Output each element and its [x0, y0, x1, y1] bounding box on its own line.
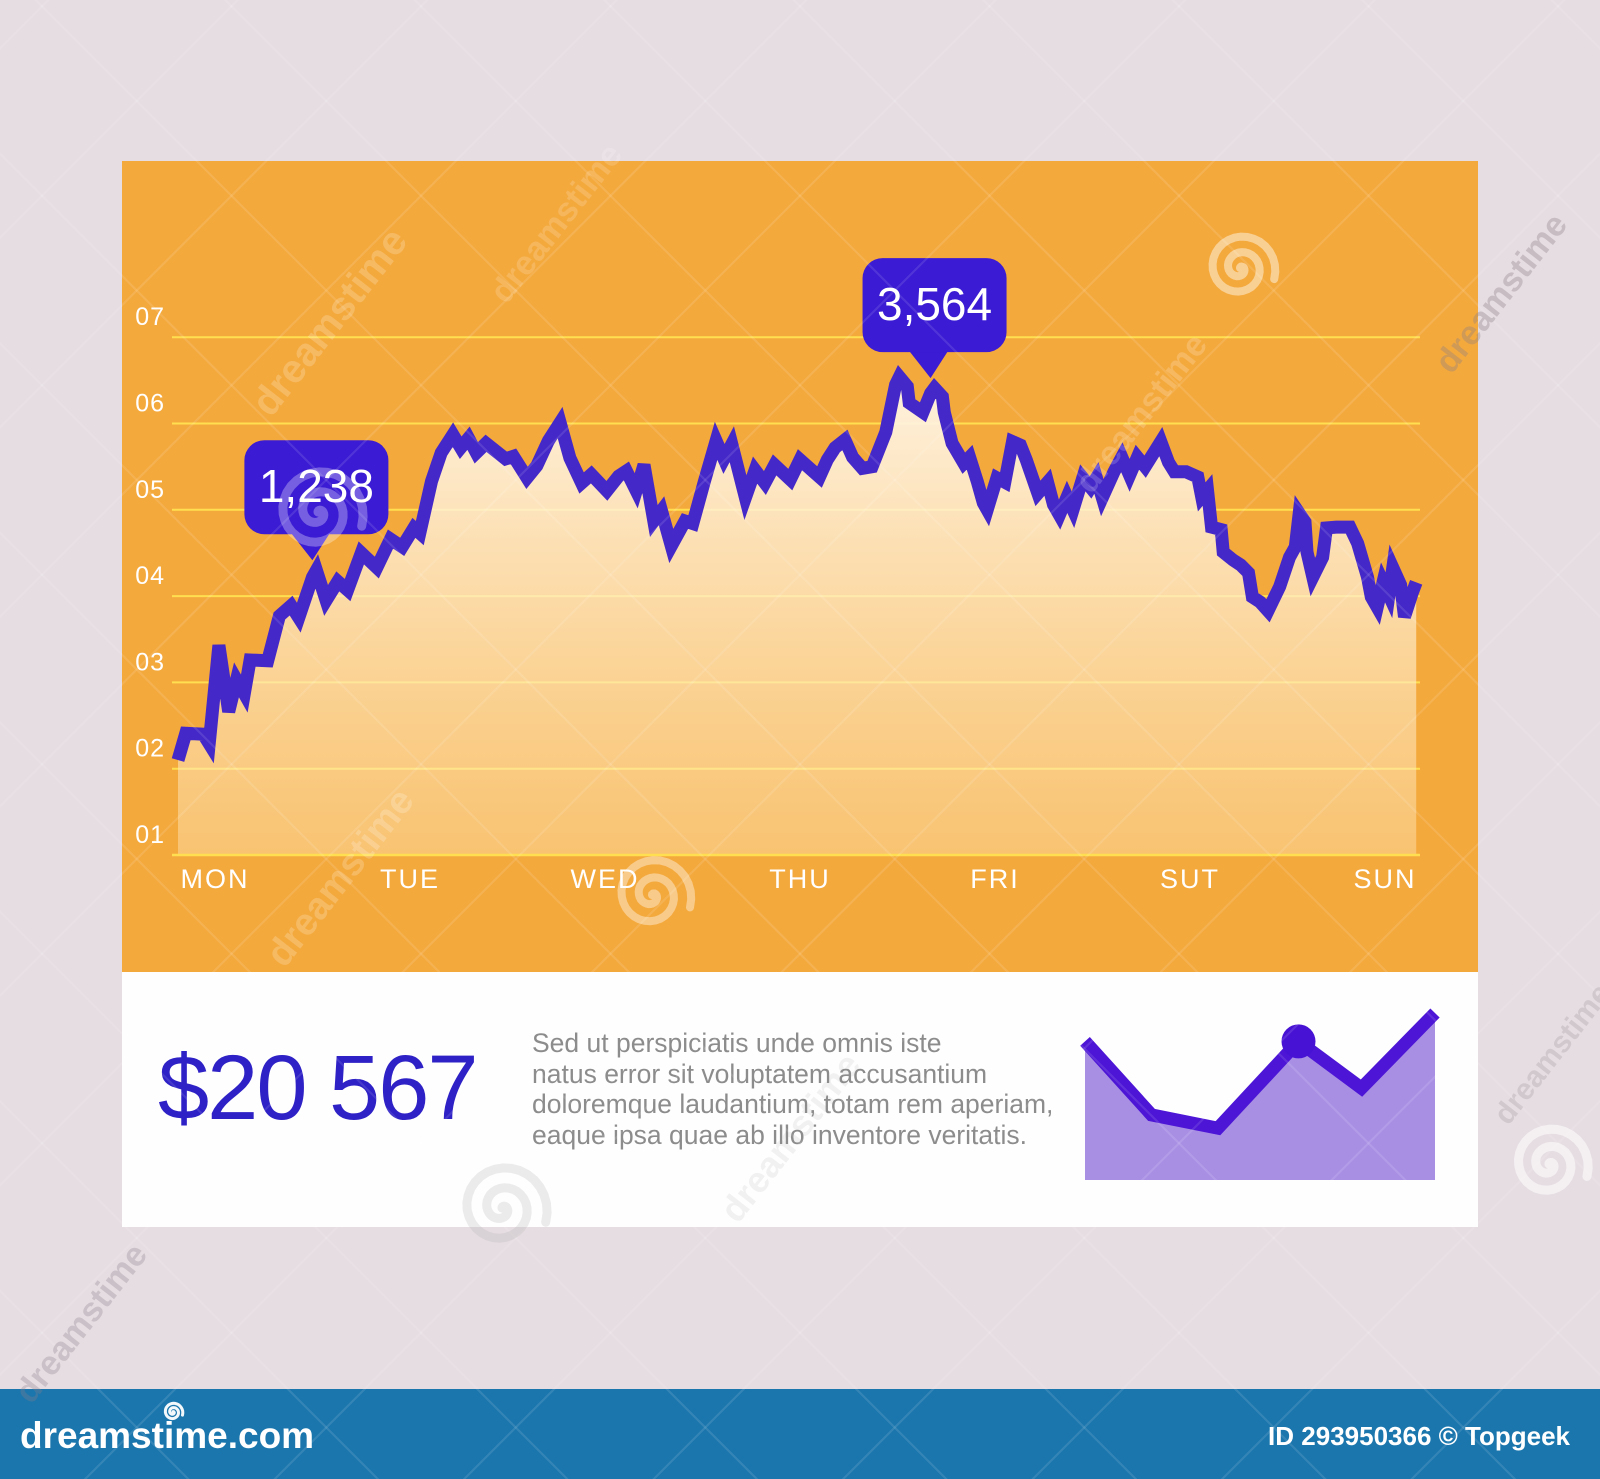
summary-value: $20 567	[158, 1037, 479, 1139]
tooltip-pointer	[290, 532, 331, 561]
x-tick-label: WED	[571, 864, 640, 894]
y-tick-label: 01	[135, 821, 165, 849]
y-tick-label: 04	[135, 562, 165, 590]
x-tick-label: MON	[181, 864, 250, 894]
x-tick-label: FRI	[970, 864, 1020, 894]
dreamstime-logo: dreamstime.com	[20, 1415, 315, 1456]
weekly-area-chart: 01 02 03 04 05 06 07 MON TUE WED THU FRI SUT SUN 1,238…	[135, 258, 1423, 894]
watermark-bar: dreamstime.com ID 293950366 © Topgeek	[0, 1389, 1600, 1479]
summary-panel: $20 567 Sed ut perspiciatis unde omnis i…	[122, 972, 1478, 1227]
tooltip-value: 3,564	[877, 278, 992, 330]
x-tick-label: TUE	[380, 864, 440, 894]
y-tick-label: 03	[135, 648, 165, 676]
price-line	[171, 365, 1423, 764]
mini-sparkline-chart	[1080, 1008, 1440, 1180]
image-credit: ID 293950366 © Topgeek	[1268, 1421, 1570, 1451]
y-tick-label: 05	[135, 476, 165, 504]
tooltip-pointer	[908, 350, 949, 379]
x-tick-label: SUT	[1160, 864, 1220, 894]
x-tick-label: SUN	[1353, 864, 1416, 894]
tooltip-box	[862, 258, 1007, 353]
sparkline-fill	[1085, 1013, 1435, 1180]
sparkline-line	[1080, 1008, 1440, 1136]
tooltip-box	[244, 440, 389, 535]
watermark-brand-text: dreamstime	[1488, 978, 1600, 1131]
sparkline-marker-dot	[1281, 1024, 1316, 1059]
watermark-spiral-icon	[1513, 1124, 1593, 1195]
y-tick-label: 07	[135, 303, 165, 331]
x-tick-label: THU	[769, 864, 831, 894]
paragraph-text: Sed ut perspiciatis unde omnis iste natus…	[532, 1028, 1054, 1150]
watermark-brand-text: dreamstime	[8, 1236, 155, 1410]
tooltip-callout: 3,564	[862, 258, 1007, 379]
y-tick-label: 02	[135, 735, 165, 763]
chart-panel: 01 02 03 04 05 06 07 MON TUE WED THU FRI SUT SUN 1,238…	[122, 161, 1478, 972]
y-tick-label: 06	[135, 390, 165, 418]
tooltip-callout: 1,238	[244, 440, 389, 561]
tooltip-value: 1,238	[259, 460, 374, 512]
